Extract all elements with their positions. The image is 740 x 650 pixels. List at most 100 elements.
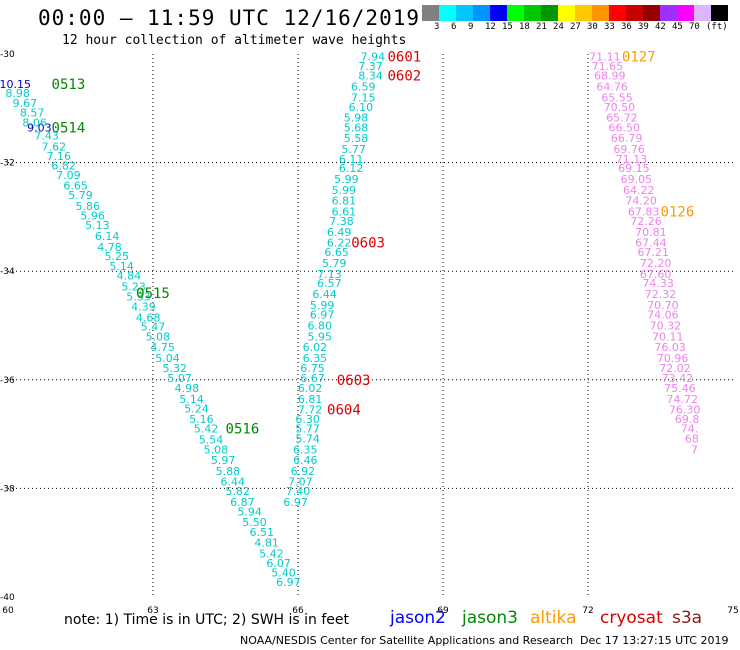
data-point-label: 72.20 (640, 257, 672, 270)
footer-timestamp: Dec 17 13:27:15 UTC 2019 (580, 634, 729, 647)
data-point-label: 6.97 (283, 496, 308, 509)
color-scale-label: 3 (434, 22, 440, 32)
y-tick-label: -32 (0, 159, 15, 169)
y-tick-label: -38 (0, 484, 15, 494)
time-label: 0515 (136, 286, 170, 302)
data-point-label: 5.82 (225, 485, 250, 498)
color-scale-label: 18 (519, 22, 530, 32)
mission-cryosat: cryosat (600, 608, 663, 628)
data-point-label: 69.8 (675, 413, 700, 426)
color-swatch (422, 5, 439, 21)
data-point-label: 6.81 (332, 195, 357, 208)
data-point-label: 8.34 (358, 70, 383, 83)
x-tick-label: 63 (147, 606, 158, 616)
data-point-label: 8.06 (22, 116, 47, 129)
data-point-label: 6.22 (327, 236, 352, 249)
data-point-label: 72.32 (645, 288, 677, 301)
data-point-label: 10.15 (0, 78, 31, 91)
color-swatch (643, 5, 660, 21)
data-point-label: 5.98 (344, 112, 369, 125)
data-point-label: 67.21 (638, 246, 670, 259)
data-point-label: 7.13 (317, 268, 342, 281)
data-point-label: 64.22 (623, 184, 655, 197)
color-scale-label: 27 (570, 22, 581, 32)
page-subtitle: 12 hour collection of altimeter wave hei… (62, 33, 407, 48)
data-point-label: 7.16 (47, 150, 72, 163)
color-swatch (609, 5, 626, 21)
data-point-label: 4.68 (136, 311, 161, 324)
color-scale-bar (422, 5, 728, 21)
data-point-label: 5.77 (295, 423, 320, 436)
data-point-label: 68 (685, 432, 699, 445)
data-point-label: 64.76 (596, 81, 628, 94)
data-point-label: 5.77 (341, 143, 366, 156)
data-point-label: 6.61 (332, 205, 357, 218)
data-point-label: 5.40 (271, 567, 296, 580)
data-point-label: 74.20 (625, 195, 657, 208)
time-label: 0127 (622, 50, 656, 66)
data-point-label: 6.35 (303, 352, 328, 365)
data-point-label: 5.33 (126, 291, 151, 304)
data-point-label: 5.74 (295, 432, 320, 445)
data-point-label: 6.82 (51, 159, 76, 172)
data-point-label: 5.88 (216, 465, 241, 478)
x-tick-label: 66 (292, 606, 304, 616)
data-point-label: 5.97 (211, 454, 236, 467)
color-scale-label: 42 (655, 22, 666, 32)
data-point-label: 72.02 (659, 362, 691, 375)
data-point-label: 6.30 (295, 413, 320, 426)
data-point-label: 70.81 (635, 226, 667, 239)
color-swatch (541, 5, 558, 21)
data-point-label: 6.57 (317, 277, 342, 290)
data-point-label: 7.38 (329, 215, 354, 228)
time-label: 0603 (337, 373, 371, 389)
data-point-label: 4.78 (97, 241, 122, 254)
data-point-label: 4.84 (117, 270, 142, 283)
data-point-label: 5.25 (105, 250, 130, 263)
page-title: 00:00 – 11:59 UTC 12/16/2019 (38, 6, 421, 30)
data-point-label: 6.49 (327, 226, 352, 239)
time-label: 0516 (226, 422, 260, 438)
data-point-label: 6.10 (349, 101, 374, 114)
data-point-label: 6.44 (221, 475, 246, 488)
color-swatch (660, 5, 677, 21)
data-point-label: 5.42 (259, 548, 284, 561)
data-point-label: 6.46 (293, 454, 318, 467)
data-point-label: 6.11 (339, 153, 364, 166)
data-point-label: 5.13 (85, 219, 110, 232)
data-point-label: 5.47 (141, 321, 166, 334)
data-point-label: 6.44 (312, 288, 337, 301)
data-point-label: 72.26 (630, 215, 662, 228)
data-point-label: 7.62 (42, 140, 67, 153)
data-point-label: 75.46 (664, 382, 696, 395)
time-label: 0513 (52, 77, 86, 93)
data-point-label: 67.60 (640, 268, 672, 281)
color-swatch (558, 5, 575, 21)
data-point-label: 70.96 (657, 352, 689, 365)
data-point-label: 74.72 (667, 393, 699, 406)
data-point-label: 6.97 (310, 309, 335, 322)
data-point-label: 67.44 (635, 236, 667, 249)
data-point-label: 5.79 (68, 189, 93, 202)
data-point-label: 74.06 (647, 309, 679, 322)
data-point-label: 6.02 (298, 382, 323, 395)
data-point-label: 6.12 (339, 162, 364, 175)
mission-s3a: s3a (672, 608, 703, 628)
color-scale-label: 39 (638, 22, 649, 32)
color-swatch (524, 5, 541, 21)
data-point-label: 67.83 (628, 205, 660, 218)
color-scale-label: (ft) (706, 22, 728, 32)
color-swatch (677, 5, 694, 21)
data-point-label: 73.42 (662, 372, 694, 385)
color-swatch (490, 5, 507, 21)
color-swatch (456, 5, 473, 21)
data-point-label: 5.24 (184, 403, 209, 416)
data-point-label: 5.58 (344, 132, 369, 145)
data-point-label: 5.07 (167, 372, 192, 385)
data-point-label: 76.03 (654, 341, 686, 354)
data-point-label: 5.14 (109, 260, 134, 273)
data-point-label: 66.50 (609, 121, 641, 134)
data-point-label: 5.14 (179, 393, 204, 406)
data-point-label: 65.72 (606, 112, 638, 125)
mission-jason2: jason2 (390, 608, 446, 628)
